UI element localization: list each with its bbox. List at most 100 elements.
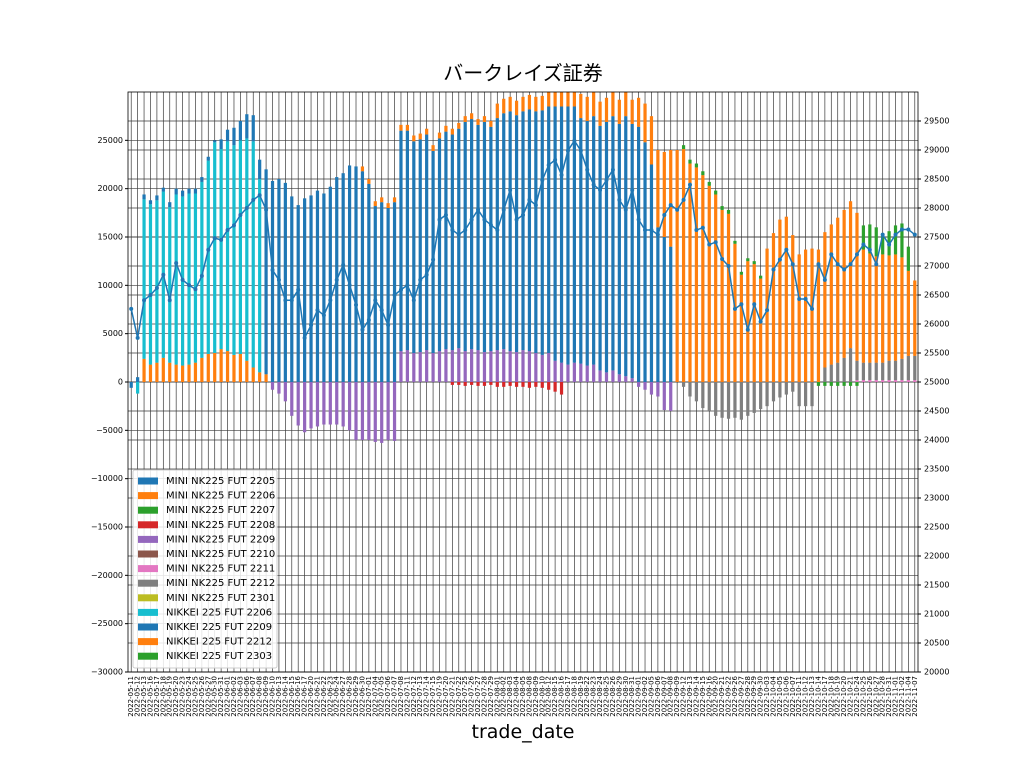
legend-label: MINI NK225 FUT 2207: [166, 505, 275, 516]
line-marker: [912, 232, 917, 237]
bar: [193, 362, 198, 382]
x-tick-label: 2022-09-12: [680, 676, 688, 717]
bar: [681, 382, 686, 387]
bar: [816, 382, 821, 386]
bar: [354, 166, 358, 382]
x-tick-label: 2022-07-21: [448, 676, 456, 717]
line-marker: [572, 138, 577, 143]
bar: [502, 382, 506, 387]
bar: [457, 122, 461, 129]
bar: [142, 199, 146, 359]
bar: [425, 128, 429, 135]
bar: [213, 140, 217, 143]
bar: [148, 200, 153, 205]
x-tick-label: 2022-10-28: [879, 676, 887, 717]
bar: [906, 380, 910, 382]
bar: [437, 351, 442, 382]
x-tick-label: 2022-09-13: [686, 676, 694, 717]
bar: [399, 130, 403, 352]
line-marker: [296, 287, 301, 292]
bar: [861, 362, 866, 381]
line-marker: [129, 306, 134, 311]
x-tick-label: 2022-05-13: [140, 676, 148, 717]
line-marker: [231, 223, 236, 228]
x-tick-label: 2022-10-25: [859, 676, 867, 717]
x-tick-label: 2022-10-18: [827, 676, 835, 717]
bar: [386, 203, 390, 208]
line-marker: [379, 308, 384, 313]
bar: [874, 227, 878, 257]
x-tick-label: 2022-06-13: [275, 676, 283, 717]
bar: [540, 95, 544, 111]
bar: [707, 181, 711, 186]
legend-swatch: [138, 594, 158, 602]
x-tick-label: 2022-06-14: [281, 675, 289, 716]
bar: [534, 96, 538, 112]
bar: [258, 179, 262, 373]
y2-tick-label: 22500: [924, 523, 949, 532]
bar: [155, 362, 159, 382]
bar: [283, 382, 287, 402]
x-tick-label: 2022-10-11: [795, 676, 803, 717]
y-tick-label: −30000: [91, 668, 123, 677]
bar: [418, 133, 422, 140]
bar: [437, 132, 442, 139]
bar: [701, 382, 705, 409]
bar: [746, 261, 750, 382]
y-tick-label: 25000: [98, 136, 123, 145]
bar: [392, 202, 397, 382]
x-tick-label: 2022-05-11: [127, 676, 135, 717]
y2-tick-label: 21000: [924, 610, 949, 619]
bar: [797, 254, 801, 382]
x-tick-label: 2022-07-14: [423, 675, 431, 716]
x-tick-label: 2022-09-01: [635, 676, 643, 717]
y2-tick-label: 23000: [924, 494, 949, 503]
legend-swatch: [138, 565, 158, 573]
bar: [380, 197, 384, 203]
bar: [367, 179, 371, 184]
x-tick-label: 2022-10-12: [802, 676, 810, 717]
bar: [142, 358, 146, 382]
bar: [148, 364, 153, 382]
bar: [521, 350, 525, 382]
bar: [829, 224, 833, 365]
line-marker: [854, 252, 859, 257]
bar: [656, 150, 660, 228]
bar: [360, 382, 365, 440]
bar: [553, 106, 557, 361]
x-tick-label: 2022-07-13: [416, 676, 424, 717]
line-marker: [610, 167, 615, 172]
bar: [701, 171, 705, 176]
line-marker: [777, 257, 782, 262]
x-tick-label: 2022-07-27: [474, 676, 482, 717]
line-marker: [482, 217, 487, 222]
x-tick-label: 2022-10-19: [834, 676, 842, 717]
bar: [681, 145, 686, 150]
bar: [309, 382, 313, 429]
bar: [527, 351, 532, 382]
bar: [328, 186, 332, 382]
bar: [412, 135, 416, 142]
line-marker: [630, 188, 635, 193]
bar: [412, 141, 416, 353]
bar: [559, 92, 564, 107]
x-tick-label: 2022-06-02: [230, 676, 238, 717]
bar: [225, 141, 230, 352]
bar: [855, 380, 859, 382]
bar: [129, 382, 133, 388]
line-marker: [283, 298, 288, 303]
x-tick-label: 2022-05-16: [146, 675, 154, 716]
legend-swatch: [138, 623, 158, 631]
x-tick-label: 2022-06-15: [288, 676, 296, 717]
bar: [553, 92, 557, 107]
bar: [913, 380, 917, 382]
x-tick-label: 2022-08-02: [500, 676, 508, 717]
line-marker: [180, 277, 185, 282]
line-marker: [739, 302, 744, 307]
line-marker: [405, 283, 410, 288]
legend-swatch: [138, 608, 158, 616]
line-marker: [810, 306, 815, 311]
bar: [637, 126, 641, 382]
line-marker: [135, 335, 140, 340]
